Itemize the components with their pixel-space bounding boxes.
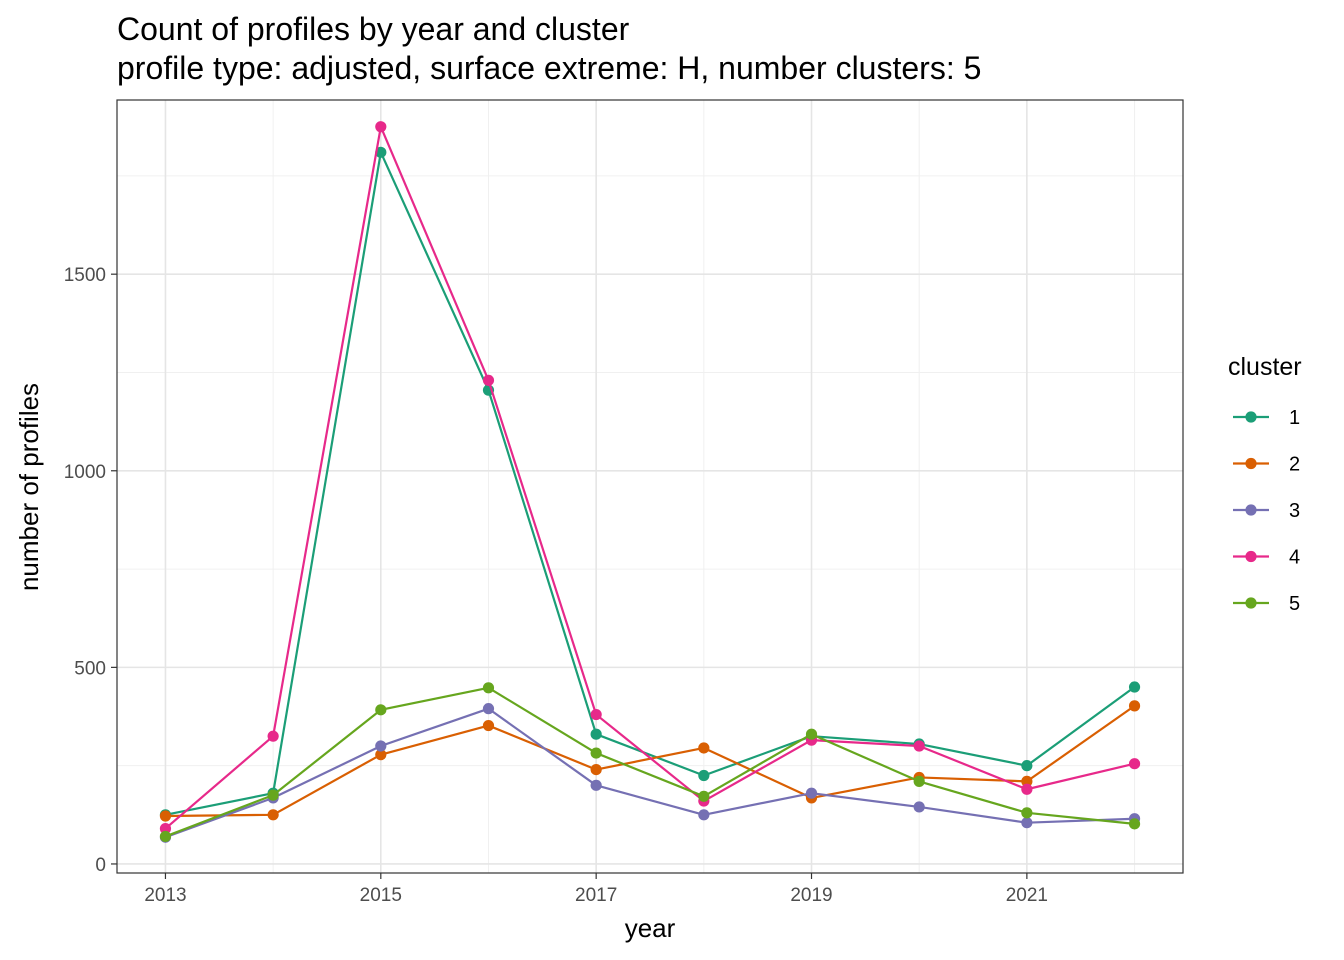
legend-item-1: 1 (1233, 407, 1300, 429)
data-point (1128, 818, 1141, 830)
data-point (1021, 783, 1033, 795)
data-point (159, 810, 172, 822)
data-point (1021, 775, 1033, 787)
data-point (1021, 760, 1033, 772)
data-point (1128, 681, 1141, 693)
data-point (267, 789, 279, 801)
legend-key-point (1245, 411, 1257, 423)
data-point (1128, 758, 1141, 770)
y-tick-label: 0 (95, 855, 106, 876)
panel-background (117, 100, 1183, 873)
series-layer (159, 121, 1141, 843)
data-point (590, 747, 602, 759)
data-point (482, 719, 495, 732)
legend-key-point (1245, 550, 1257, 563)
series-line-5 (165, 686, 1135, 838)
data-point (159, 830, 172, 843)
data-point (1021, 807, 1033, 819)
legend-key-point (1245, 457, 1257, 470)
data-point (375, 740, 387, 752)
x-tick-label: 2015 (360, 885, 402, 906)
data-point (698, 742, 710, 754)
data-point (482, 374, 495, 386)
x-tick-label: 2017 (575, 885, 617, 906)
x-axis-title: year (625, 913, 676, 943)
legend-item-2: 2 (1233, 454, 1300, 476)
y-tick-label: 500 (74, 658, 106, 679)
chart-subtitle: profile type: adjusted, surface extreme:… (117, 50, 981, 86)
x-tick-label: 2019 (790, 885, 832, 906)
data-point (698, 809, 710, 821)
series-line-3 (165, 707, 1135, 839)
legend-label: 1 (1289, 407, 1300, 429)
data-point (482, 703, 495, 715)
y-tick-label: 1000 (64, 462, 106, 483)
series-line-4 (164, 125, 1135, 830)
data-point (913, 801, 925, 813)
data-point (805, 728, 818, 740)
legend-title: cluster (1228, 353, 1302, 381)
data-point (805, 787, 818, 799)
data-point (267, 809, 279, 821)
x-axis: 2013 2015 2017 2019 2021 (144, 873, 1048, 906)
data-point (1128, 700, 1141, 712)
legend-key-point (1245, 597, 1257, 609)
panel-border (116, 99, 1184, 874)
legend-item-4: 4 (1233, 547, 1300, 569)
series-line-1 (165, 151, 1136, 816)
y-axis: 0 500 1000 1500 (64, 265, 117, 876)
data-point (267, 730, 279, 742)
data-point (590, 779, 602, 791)
data-point (698, 790, 710, 802)
data-point (590, 763, 602, 776)
legend-label: 3 (1289, 500, 1300, 522)
legend-item-5: 5 (1233, 593, 1300, 615)
data-point (482, 682, 495, 694)
legend: cluster 1 2 3 4 5 (1228, 353, 1302, 615)
data-point (1021, 817, 1033, 829)
data-point (698, 769, 710, 782)
legend-label: 4 (1289, 547, 1300, 569)
y-axis-title: number of profiles (14, 383, 44, 591)
plot-panel (116, 99, 1184, 874)
data-point (375, 146, 387, 158)
legend-item-3: 3 (1233, 500, 1300, 522)
y-tick-label: 1500 (64, 265, 106, 286)
legend-items: 1 2 3 4 5 (1233, 407, 1300, 615)
legend-label: 5 (1289, 593, 1300, 615)
data-point (375, 121, 387, 133)
legend-key-point (1245, 504, 1257, 516)
data-point (375, 749, 387, 761)
data-point (590, 728, 602, 740)
data-point (913, 740, 925, 752)
data-point (375, 704, 387, 716)
series-5 (159, 682, 1141, 843)
legend-label: 2 (1289, 454, 1300, 476)
data-point (590, 708, 602, 721)
x-tick-label: 2013 (144, 885, 186, 906)
data-point (159, 822, 172, 835)
minor-gridlines (117, 100, 1183, 873)
data-point (913, 775, 925, 787)
x-tick-label: 2021 (1006, 885, 1048, 906)
chart-title: Count of profiles by year and cluster (117, 11, 630, 47)
